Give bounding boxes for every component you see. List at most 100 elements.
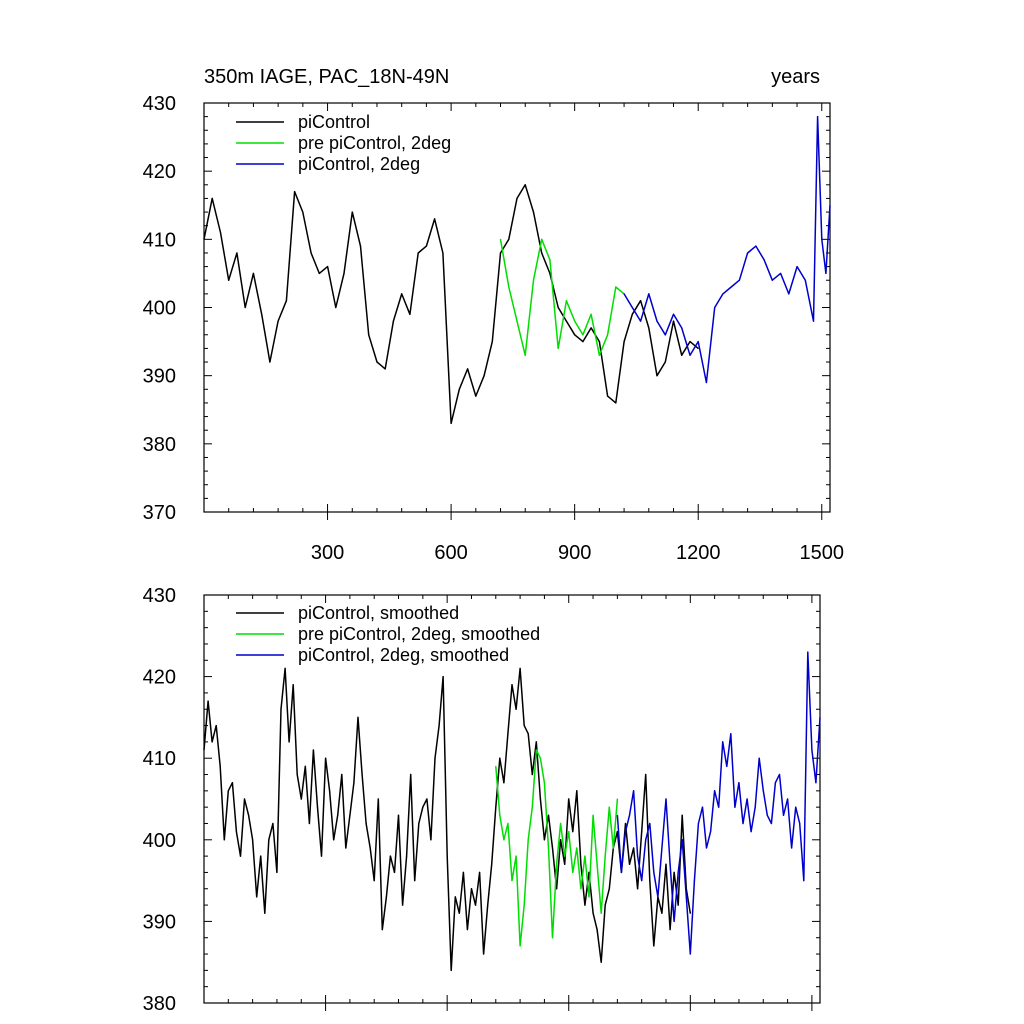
series-point (722, 741, 724, 743)
series-point (641, 831, 643, 833)
legend-label: piControl, 2deg, smoothed (298, 645, 509, 665)
series-point (804, 279, 806, 281)
series-point (803, 880, 805, 882)
series-point (758, 757, 760, 759)
series-point (557, 306, 559, 309)
series-point (657, 896, 659, 898)
series-point (508, 286, 510, 288)
y-tick-label: 400 (143, 298, 176, 320)
series-point (623, 293, 625, 295)
series-point (580, 863, 582, 865)
series-point (572, 831, 574, 833)
series-point (574, 334, 576, 336)
series-point (261, 313, 263, 315)
series-point (531, 773, 533, 776)
series-point (607, 395, 609, 397)
series-point (665, 798, 667, 800)
series-point (672, 320, 675, 322)
series-point (722, 293, 724, 295)
x-tick-label: 300 (311, 542, 344, 564)
series-point (507, 822, 509, 825)
series-point (604, 855, 606, 857)
series-point (300, 798, 302, 800)
series-point (568, 798, 570, 800)
series-point (343, 272, 345, 275)
series-point (324, 757, 327, 759)
series-point (430, 839, 432, 841)
series-point (345, 847, 347, 849)
series-point (648, 293, 650, 295)
series-point (280, 708, 282, 710)
series-point (277, 320, 279, 322)
series-point (697, 340, 699, 343)
series-point (503, 782, 505, 784)
series-point (369, 847, 371, 849)
series-point (616, 814, 618, 816)
series-point (576, 790, 578, 792)
series-point (223, 839, 225, 841)
series-point (535, 741, 537, 743)
series-point (285, 300, 287, 302)
series-point (689, 953, 691, 955)
series-line (203, 184, 699, 425)
series-point (677, 871, 679, 874)
series-point (462, 871, 464, 874)
series-point (812, 320, 815, 322)
series-point (555, 888, 558, 890)
series-point (434, 757, 436, 759)
series-point (661, 847, 663, 849)
series-point (361, 773, 363, 776)
series-point (203, 749, 205, 751)
series-point (628, 814, 631, 816)
series-point (649, 822, 651, 825)
y-tick-label: 390 (143, 366, 176, 388)
series-point (681, 814, 683, 816)
series-point (211, 197, 213, 200)
series-point (351, 211, 353, 213)
series-point (392, 320, 395, 322)
series-point (236, 252, 238, 254)
series-point (507, 733, 509, 735)
series-point (628, 863, 631, 865)
series-point (623, 340, 625, 343)
series-point (734, 806, 736, 808)
series-point (596, 928, 598, 931)
series-point (645, 773, 647, 776)
series-point (607, 334, 609, 336)
series-point (701, 806, 704, 808)
series-point (466, 928, 469, 931)
series-point (446, 855, 448, 857)
series-point (825, 272, 827, 275)
series-point (697, 347, 699, 349)
legend-label: pre piControl, 2deg, smoothed (298, 624, 540, 644)
series-point (491, 863, 493, 865)
series-point (615, 286, 617, 288)
y-tick-label: 380 (143, 993, 176, 1015)
series-point (770, 822, 772, 825)
series-line (495, 749, 619, 947)
series-point (511, 684, 513, 686)
series-point (779, 272, 782, 275)
series-point (584, 855, 586, 857)
series-point (539, 757, 541, 759)
series-point (438, 724, 440, 727)
series-point (515, 855, 517, 857)
chart-subtitle: years (771, 66, 820, 88)
series-point (422, 806, 424, 808)
series-point (590, 327, 592, 329)
top-chart: 370 380 390 400 410 420 430 300 600 900 1200 1500 35… (143, 66, 844, 564)
series-point (624, 822, 627, 825)
series-point (620, 871, 623, 874)
series-point (252, 839, 254, 841)
series-point (547, 847, 550, 849)
series-point (272, 822, 274, 825)
series-line (623, 115, 831, 384)
series-point (515, 708, 517, 710)
y-tick-label: 370 (143, 502, 176, 524)
series-point (541, 252, 543, 254)
series-point (215, 724, 217, 727)
series-point (612, 847, 614, 849)
series-point (418, 822, 420, 825)
series-point (572, 871, 574, 874)
series-point (207, 700, 209, 702)
